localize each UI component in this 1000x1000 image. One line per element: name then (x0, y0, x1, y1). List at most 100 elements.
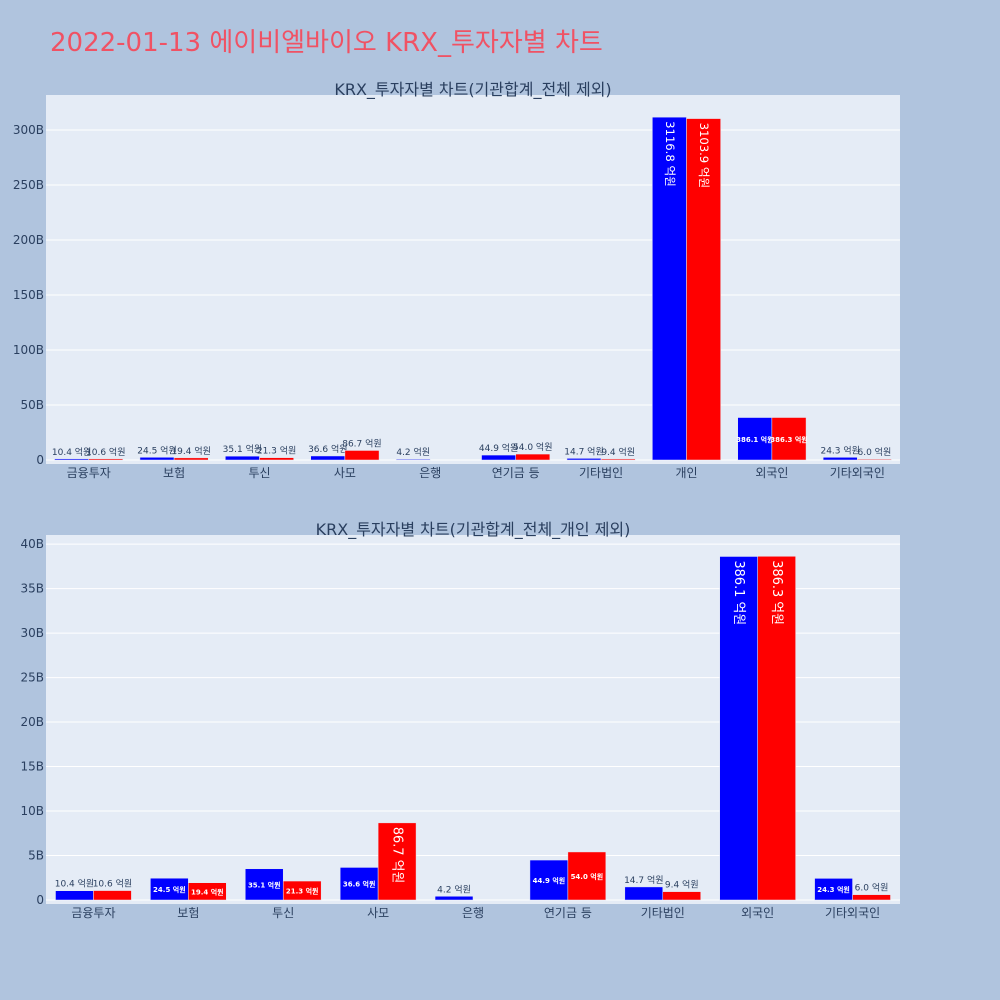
x-tick-label: 금융투자 (67, 466, 111, 480)
y-tick-label: 10B (20, 804, 44, 818)
bar (54, 458, 89, 461)
bar (662, 891, 701, 901)
bar (395, 458, 431, 461)
data-label: 9.4 억원 (601, 446, 635, 458)
data-label: 24.3 억원 (817, 885, 850, 894)
data-label: 36.6 억원 (308, 443, 347, 455)
bar (225, 455, 260, 461)
x-tick-label: 금융투자 (71, 906, 115, 920)
bar (624, 886, 664, 901)
data-label: 4.2 억원 (437, 883, 471, 895)
data-label: 54.0 억원 (571, 872, 604, 881)
data-label: 386.3 억원 (770, 435, 807, 444)
y-tick-label: 5B (28, 849, 44, 863)
bar (245, 868, 284, 901)
y-tick-label: 40B (20, 537, 44, 551)
y-tick-label: 0 (36, 453, 44, 467)
bar (310, 455, 346, 461)
bar (339, 867, 379, 901)
x-tick-label: 개인 (675, 466, 697, 480)
x-tick-label: 연기금 등 (544, 906, 592, 920)
bar (814, 878, 853, 901)
bar (55, 890, 94, 901)
bar (173, 457, 209, 461)
data-label: 24.5 억원 (137, 444, 176, 456)
y-tick-label: 35B (20, 582, 44, 596)
data-label: 9.4 억원 (665, 879, 699, 891)
chart-title: KRX_투자자별 차트(기관합계_전체_개인 제외) (316, 520, 631, 540)
y-tick-label: 15B (20, 760, 44, 774)
bar (567, 851, 607, 901)
data-label: 24.5 억원 (153, 885, 186, 894)
data-label: 10.4 억원 (55, 878, 94, 890)
data-label: 54.0 억원 (513, 441, 552, 453)
y-tick-label: 250B (13, 178, 44, 192)
bar (757, 556, 796, 901)
x-tick-label: 기타법인 (579, 466, 623, 480)
bar (188, 882, 227, 901)
data-label: 10.6 억원 (93, 878, 132, 890)
data-label: 4.2 억원 (396, 446, 430, 458)
data-label: 86.7 억원 (390, 827, 405, 884)
bar (93, 890, 132, 901)
x-tick-label: 은행 (419, 465, 441, 480)
bar (481, 454, 516, 461)
bar (282, 880, 322, 901)
data-label: 19.4 억원 (191, 887, 224, 896)
data-label: 35.1 억원 (223, 443, 262, 455)
x-tick-label: 보험 (177, 906, 199, 920)
data-label: 6.0 억원 (855, 882, 889, 894)
y-tick-label: 20B (20, 715, 44, 729)
data-label: 14.7 억원 (624, 874, 663, 886)
x-tick-label: 기타법인 (641, 906, 685, 920)
y-tick-label: 100B (13, 343, 44, 357)
x-tick-label: 기타외국인 (830, 466, 885, 480)
data-label: 19.4 억원 (171, 445, 210, 457)
y-tick-label: 150B (13, 288, 44, 302)
data-label: 44.9 억원 (479, 442, 518, 454)
plot-area (46, 95, 900, 464)
y-tick-label: 0 (36, 893, 44, 907)
x-tick-label: 투신 (272, 906, 294, 920)
y-tick-label: 25B (20, 671, 44, 685)
x-tick-label: 기타외국인 (825, 906, 880, 920)
x-tick-label: 사모 (367, 906, 389, 920)
data-label: 10.4 억원 (52, 446, 91, 458)
data-label: 35.1 억원 (248, 880, 281, 889)
bar (852, 894, 891, 901)
x-tick-label: 외국인 (741, 906, 774, 920)
bar (857, 458, 892, 461)
data-label: 6.0 억원 (858, 446, 892, 458)
bar (719, 556, 758, 901)
data-label: 386.1 억원 (736, 435, 773, 444)
bar (88, 458, 124, 461)
chart-title: KRX_투자자별 차트(기관합계_전체 제외) (334, 80, 611, 100)
data-label: 36.6 억원 (343, 880, 376, 889)
bar (139, 457, 175, 461)
bar (344, 450, 380, 461)
data-label: 386.1 억원 (731, 560, 746, 625)
bar (434, 896, 474, 901)
bar (771, 417, 807, 461)
bar (566, 458, 602, 461)
bar (822, 457, 858, 461)
x-tick-label: 사모 (334, 466, 356, 480)
data-label: 386.3 억원 (769, 560, 784, 625)
x-tick-label: 은행 (462, 905, 484, 920)
data-label: 3116.8 억원 (663, 121, 677, 187)
bar (377, 822, 417, 901)
x-tick-label: 투신 (248, 466, 270, 480)
bar (529, 859, 569, 901)
data-label: 24.3 억원 (820, 444, 859, 456)
data-label: 14.7 억원 (564, 445, 603, 457)
bar (515, 453, 551, 461)
y-tick-label: 50B (20, 398, 44, 412)
bar (600, 458, 636, 461)
y-tick-label: 30B (20, 626, 44, 640)
bar (686, 118, 721, 461)
y-tick-label: 300B (13, 123, 44, 137)
y-tick-label: 200B (13, 233, 44, 247)
data-label: 21.3 억원 (257, 445, 296, 457)
bar (259, 457, 294, 461)
